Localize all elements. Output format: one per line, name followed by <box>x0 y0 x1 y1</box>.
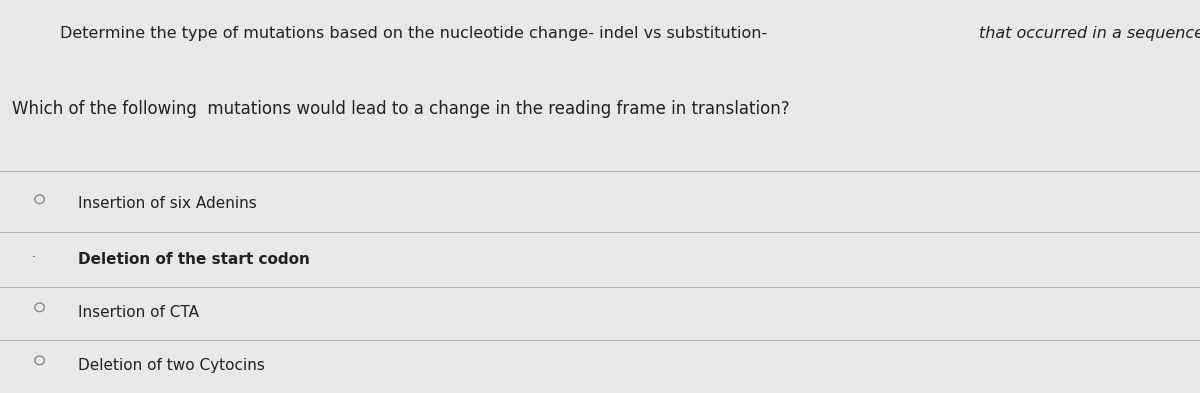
Text: Deletion of two Cytocins: Deletion of two Cytocins <box>78 358 265 373</box>
Text: ·: · <box>31 252 36 264</box>
Text: Deletion of the start codon: Deletion of the start codon <box>78 252 310 266</box>
Text: Determine the type of mutations based on the nucleotide change- indel vs substit: Determine the type of mutations based on… <box>60 26 773 40</box>
Text: Insertion of six Adenins: Insertion of six Adenins <box>78 196 257 211</box>
Text: that occurred in a sequence.: that occurred in a sequence. <box>979 26 1200 40</box>
Text: Insertion of CTA: Insertion of CTA <box>78 305 199 320</box>
Text: Which of the following  mutations would lead to a change in the reading frame in: Which of the following mutations would l… <box>12 100 790 118</box>
